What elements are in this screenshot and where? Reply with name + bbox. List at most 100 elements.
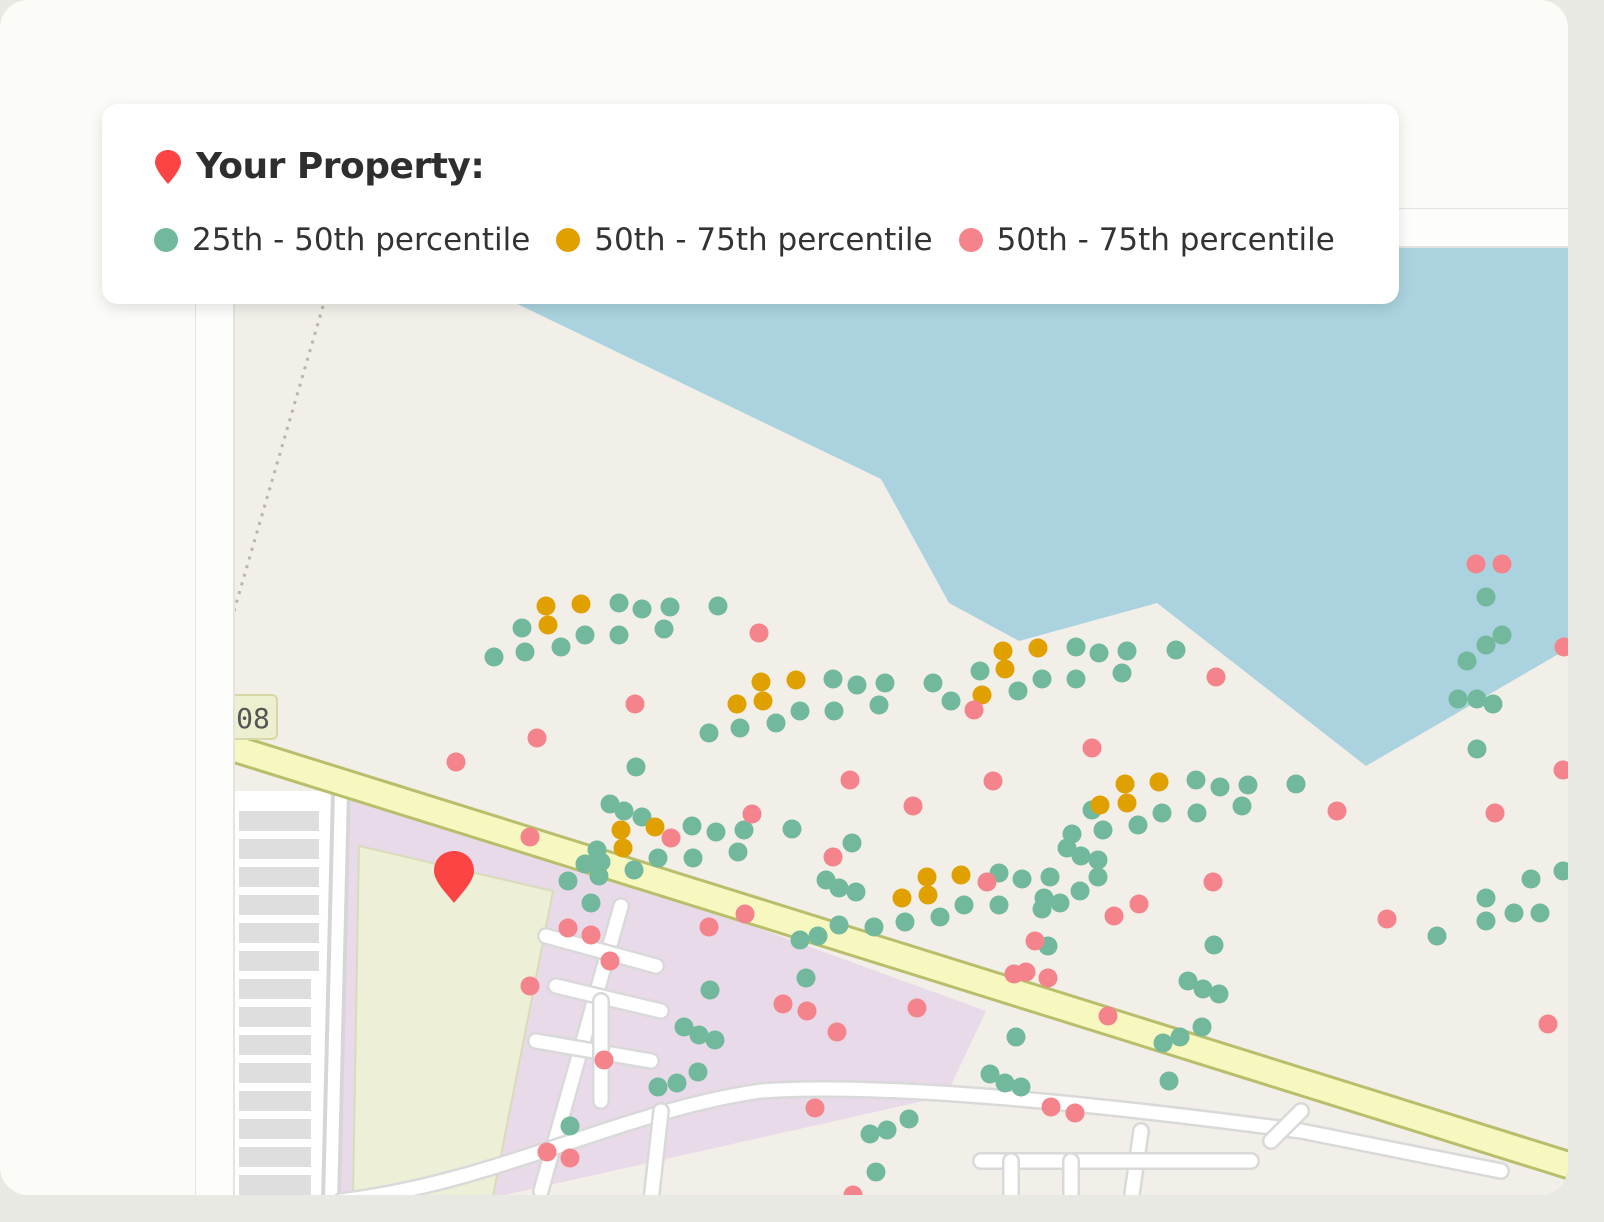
property-marker-25-50[interactable] (1448, 689, 1468, 709)
property-marker-50-75-pink[interactable] (1038, 968, 1058, 988)
property-marker-25-50[interactable] (730, 718, 750, 738)
property-marker-25-50[interactable] (1071, 846, 1091, 866)
property-marker-50-75-pink[interactable] (907, 998, 927, 1018)
property-marker-50-75-pink[interactable] (1206, 667, 1226, 687)
property-marker-50-75-pink[interactable] (1327, 801, 1347, 821)
property-marker-50-75-pink[interactable] (520, 976, 540, 996)
property-marker-50-75-pink[interactable] (1492, 554, 1512, 574)
property-marker-25-50[interactable] (1521, 869, 1541, 889)
property-marker-50-75-pink[interactable] (1377, 909, 1397, 929)
property-marker-25-50[interactable] (699, 723, 719, 743)
property-marker-25-50[interactable] (1032, 669, 1052, 689)
property-marker-25-50[interactable] (980, 1064, 1000, 1084)
property-marker-50-75-orange[interactable] (536, 596, 556, 616)
property-marker-50-75-orange[interactable] (1115, 774, 1135, 794)
property-marker-50-75-pink[interactable] (735, 904, 755, 924)
property-marker-25-50[interactable] (1012, 869, 1032, 889)
property-marker-50-75-pink[interactable] (797, 1001, 817, 1021)
property-marker-25-50[interactable] (1192, 1017, 1212, 1037)
property-marker-25-50[interactable] (1159, 1071, 1179, 1091)
property-marker-50-75-orange[interactable] (611, 820, 631, 840)
property-marker-50-75-pink[interactable] (1104, 906, 1124, 926)
property-marker-50-75-orange[interactable] (613, 838, 633, 858)
property-marker-50-75-orange[interactable] (995, 659, 1015, 679)
property-marker-25-50[interactable] (1112, 663, 1132, 683)
property-marker-25-50[interactable] (512, 618, 532, 638)
property-marker-25-50[interactable] (860, 1124, 880, 1144)
property-marker-25-50[interactable] (581, 893, 601, 913)
property-marker-25-50[interactable] (766, 713, 786, 733)
property-marker-50-75-orange[interactable] (751, 672, 771, 692)
property-marker-25-50[interactable] (1476, 635, 1496, 655)
property-marker-25-50[interactable] (1057, 838, 1077, 858)
property-marker-50-75-pink[interactable] (560, 1148, 580, 1168)
property-marker-25-50[interactable] (1467, 739, 1487, 759)
property-marker-25-50[interactable] (609, 625, 629, 645)
property-marker-50-75-pink[interactable] (1554, 637, 1569, 657)
property-marker-25-50[interactable] (1011, 1077, 1031, 1097)
property-marker-25-50[interactable] (1170, 1027, 1190, 1047)
property-marker-25-50[interactable] (648, 1077, 668, 1097)
property-marker-25-50[interactable] (824, 701, 844, 721)
property-marker-25-50[interactable] (1040, 867, 1060, 887)
property-marker-25-50[interactable] (632, 599, 652, 619)
property-marker-25-50[interactable] (1467, 689, 1487, 709)
property-marker-25-50[interactable] (700, 980, 720, 1000)
property-marker-25-50[interactable] (869, 695, 889, 715)
property-marker-25-50[interactable] (846, 882, 866, 902)
property-marker-25-50[interactable] (790, 701, 810, 721)
property-marker-25-50[interactable] (1089, 643, 1109, 663)
property-marker-50-75-pink[interactable] (661, 828, 681, 848)
property-marker-50-75-orange[interactable] (951, 865, 971, 885)
property-marker-25-50[interactable] (484, 647, 504, 667)
property-marker-25-50[interactable] (941, 691, 961, 711)
property-marker-25-50[interactable] (1238, 775, 1258, 795)
property-marker-25-50[interactable] (1504, 903, 1524, 923)
property-marker-25-50[interactable] (1210, 777, 1230, 797)
property-marker-25-50[interactable] (560, 1116, 580, 1136)
property-marker-25-50[interactable] (1476, 911, 1496, 931)
property-marker-25-50[interactable] (674, 1017, 694, 1037)
property-marker-25-50[interactable] (1476, 587, 1496, 607)
property-marker-25-50[interactable] (1286, 774, 1306, 794)
property-marker-25-50[interactable] (600, 794, 620, 814)
property-marker-50-75-pink[interactable] (625, 694, 645, 714)
property-marker-50-75-orange[interactable] (645, 817, 665, 837)
property-marker-50-75-pink[interactable] (537, 1142, 557, 1162)
property-marker-50-75-orange[interactable] (571, 594, 591, 614)
property-marker-25-50[interactable] (1209, 984, 1229, 1004)
property-marker-25-50[interactable] (708, 596, 728, 616)
property-marker-25-50[interactable] (1427, 926, 1447, 946)
property-marker-25-50[interactable] (1178, 971, 1198, 991)
property-marker-50-75-pink[interactable] (1485, 803, 1505, 823)
property-marker-50-75-orange[interactable] (1090, 795, 1110, 815)
property-marker-50-75-pink[interactable] (1016, 962, 1036, 982)
property-marker-50-75-orange[interactable] (786, 670, 806, 690)
property-marker-25-50[interactable] (1187, 803, 1207, 823)
property-marker-25-50[interactable] (1088, 867, 1108, 887)
property-marker-25-50[interactable] (866, 1162, 886, 1182)
property-marker-25-50[interactable] (667, 1073, 687, 1093)
property-marker-50-75-pink[interactable] (843, 1185, 863, 1196)
property-marker-25-50[interactable] (575, 854, 595, 874)
property-marker-25-50[interactable] (648, 848, 668, 868)
property-marker-25-50[interactable] (609, 593, 629, 613)
property-marker-25-50[interactable] (954, 895, 974, 915)
property-marker-25-50[interactable] (1153, 1033, 1173, 1053)
property-marker-25-50[interactable] (790, 930, 810, 950)
property-marker-25-50[interactable] (1008, 681, 1028, 701)
property-marker-50-75-orange[interactable] (892, 888, 912, 908)
property-marker-25-50[interactable] (899, 1109, 919, 1129)
property-marker-25-50[interactable] (1492, 625, 1512, 645)
property-marker-50-75-pink[interactable] (1466, 554, 1486, 574)
property-marker-50-75-pink[interactable] (1065, 1103, 1085, 1123)
property-marker-50-75-pink[interactable] (805, 1098, 825, 1118)
property-marker-50-75-pink[interactable] (983, 771, 1003, 791)
property-marker-25-50[interactable] (1553, 861, 1569, 881)
property-marker-50-75-pink[interactable] (742, 804, 762, 824)
property-marker-25-50[interactable] (829, 915, 849, 935)
property-marker-25-50[interactable] (591, 852, 611, 872)
property-marker-25-50[interactable] (1032, 899, 1052, 919)
property-marker-50-75-pink[interactable] (749, 623, 769, 643)
property-marker-50-75-pink[interactable] (1098, 1006, 1118, 1026)
